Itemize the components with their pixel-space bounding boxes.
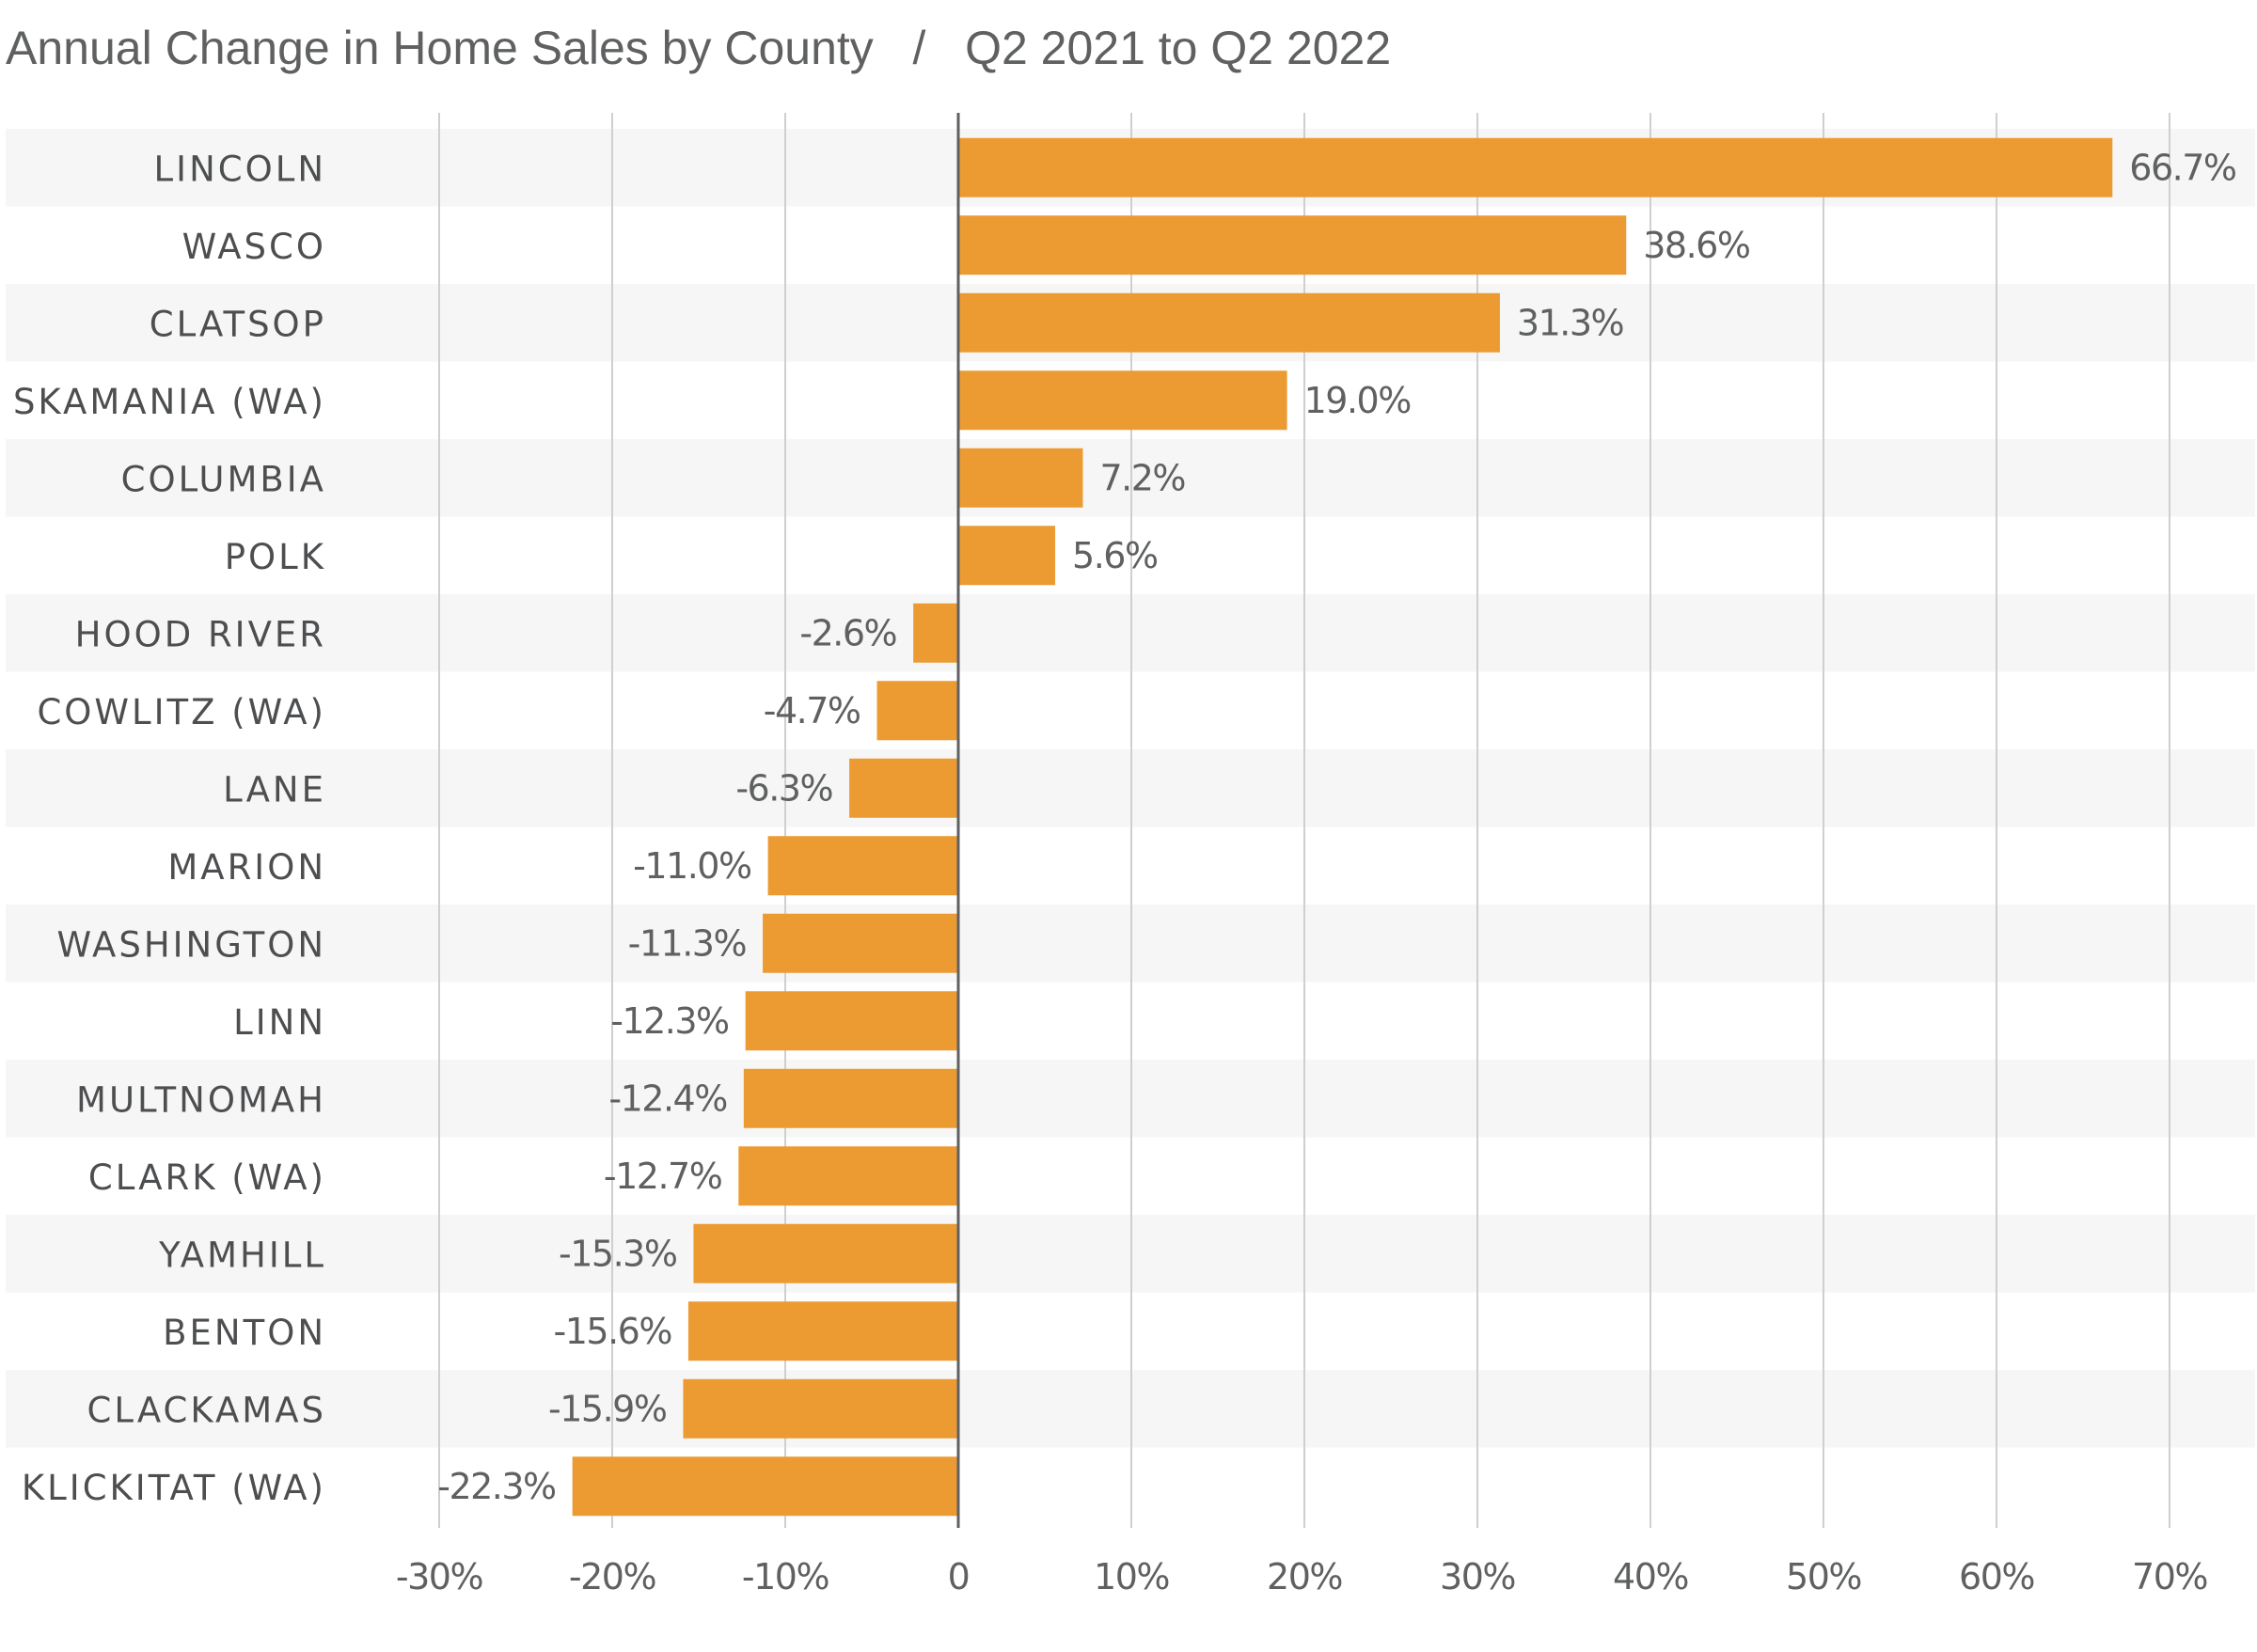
grid-lines bbox=[438, 113, 2170, 1528]
x-tick-label: -30% bbox=[396, 1556, 483, 1597]
x-tick-label: 20% bbox=[1267, 1556, 1342, 1597]
x-tick-label: 30% bbox=[1440, 1556, 1515, 1597]
value-label: -12.3% bbox=[610, 1000, 729, 1042]
category-label: WASHINGTON bbox=[56, 924, 326, 965]
category-label: SKAMANIA (WA) bbox=[13, 382, 326, 422]
value-label: 19.0% bbox=[1304, 380, 1412, 421]
bar bbox=[767, 836, 958, 896]
x-tick-label: 50% bbox=[1786, 1556, 1861, 1597]
bar bbox=[683, 1378, 958, 1439]
category-label: LINCOLN bbox=[154, 149, 326, 189]
bar bbox=[849, 758, 958, 818]
category-label: COWLITZ (WA) bbox=[37, 692, 326, 732]
bar bbox=[958, 370, 1287, 431]
category-label: POLK bbox=[225, 537, 326, 577]
chart-subtitle: Q2 2021 to Q2 2022 bbox=[965, 22, 1392, 74]
value-labels: 66.7% 38.6% 31.3% 19.0% 7.2% 5.6% -2.6% -4.7% -6… bbox=[437, 147, 2237, 1507]
value-label: -4.7% bbox=[764, 690, 860, 732]
value-label: 38.6% bbox=[1643, 225, 1750, 266]
title-separator: / bbox=[912, 22, 926, 74]
x-tick-label: 60% bbox=[1959, 1556, 2034, 1597]
value-label: 7.2% bbox=[1099, 457, 1185, 498]
value-label: -15.6% bbox=[554, 1311, 672, 1352]
value-label: -12.4% bbox=[608, 1078, 727, 1119]
bar bbox=[958, 215, 1627, 275]
bar bbox=[958, 448, 1083, 508]
category-label: COLUMBIA bbox=[121, 459, 326, 499]
value-label: 5.6% bbox=[1072, 535, 1158, 576]
bar bbox=[738, 1146, 958, 1206]
bar bbox=[876, 681, 958, 741]
category-label: YAMHILL bbox=[158, 1235, 326, 1275]
category-label: KLICKITAT (WA) bbox=[22, 1468, 326, 1508]
chart-title: Annual Change in Home Sales by County / … bbox=[6, 21, 1391, 75]
bars bbox=[572, 137, 2113, 1517]
bar bbox=[958, 292, 1500, 353]
category-label: CLATSOP bbox=[150, 304, 326, 344]
bar bbox=[763, 913, 958, 973]
category-label: BENTON bbox=[163, 1313, 326, 1353]
value-label: -12.7% bbox=[604, 1156, 722, 1197]
category-label: MULTNOMAH bbox=[76, 1079, 326, 1120]
x-tick-label: 10% bbox=[1094, 1556, 1169, 1597]
x-tick-label: 70% bbox=[2132, 1556, 2207, 1597]
chart-title-main: Annual Change in Home Sales by County bbox=[6, 22, 874, 74]
bar bbox=[958, 526, 1056, 586]
x-tick-label: -10% bbox=[742, 1556, 829, 1597]
category-label: LINN bbox=[233, 1002, 326, 1043]
bar bbox=[572, 1456, 958, 1517]
category-label: MARION bbox=[167, 847, 326, 888]
value-label: -15.3% bbox=[559, 1233, 677, 1274]
category-label: CLACKAMAS bbox=[87, 1390, 326, 1430]
category-label: LANE bbox=[223, 769, 326, 810]
value-label: -6.3% bbox=[735, 767, 832, 809]
category-label: WASCO bbox=[182, 227, 326, 267]
value-label: -11.0% bbox=[633, 845, 751, 887]
category-label: HOOD RIVER bbox=[75, 614, 326, 654]
x-axis-ticks: -30% -20% -10% 0 10% 20% 30% 40% 50% 60% 70% bbox=[396, 1556, 2209, 1597]
x-tick-label: 40% bbox=[1613, 1556, 1688, 1597]
bar bbox=[743, 1068, 958, 1128]
value-label: -22.3% bbox=[437, 1466, 556, 1507]
bar bbox=[693, 1223, 958, 1283]
value-label: 66.7% bbox=[2129, 147, 2236, 188]
bar bbox=[913, 603, 958, 663]
value-label: 31.3% bbox=[1517, 302, 1624, 343]
x-tick-label: 0 bbox=[948, 1556, 970, 1597]
value-label: -15.9% bbox=[548, 1388, 667, 1429]
value-label: -11.3% bbox=[628, 922, 747, 964]
x-tick-label: -20% bbox=[569, 1556, 656, 1597]
value-label: -2.6% bbox=[799, 612, 896, 653]
bar bbox=[958, 137, 2113, 197]
bar bbox=[687, 1301, 958, 1361]
category-labels: LINCOLN WASCO CLATSOP SKAMANIA (WA) COLUMBIA… bbox=[13, 149, 326, 1508]
bar bbox=[745, 991, 958, 1051]
category-label: CLARK (WA) bbox=[88, 1157, 326, 1198]
